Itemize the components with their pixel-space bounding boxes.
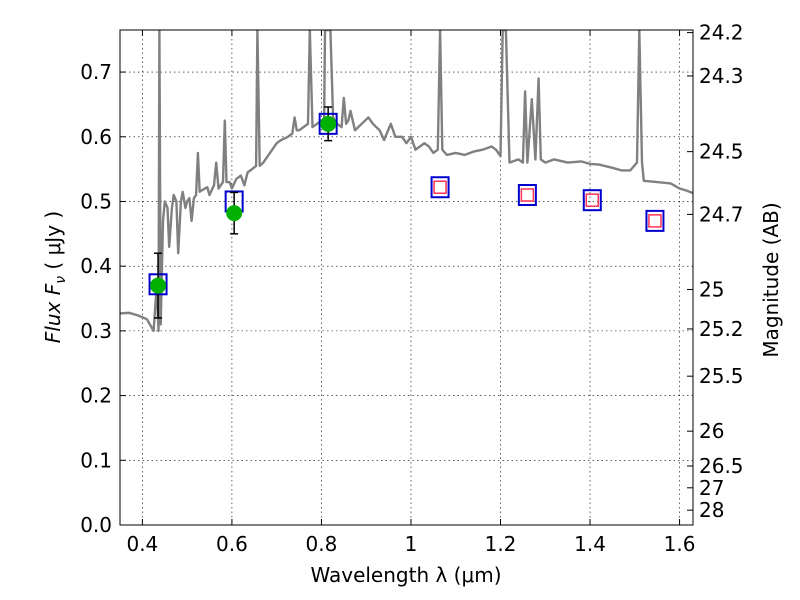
x-tick-label: 1 — [405, 532, 418, 556]
series-layer — [120, 30, 693, 333]
model-photometry-square — [430, 176, 450, 199]
mag-tick-label: 26 — [699, 419, 724, 443]
y-axis-label-main: Flux F — [41, 283, 65, 343]
model-photometry-square — [517, 184, 537, 206]
model-photometry-square — [582, 189, 602, 212]
x-axis-label: Wavelength λ (μm) — [310, 563, 501, 587]
mag-tick-label: 26.5 — [699, 454, 744, 478]
y-tick-label: 0.5 — [80, 189, 112, 213]
x-tick-label: 0.8 — [306, 532, 338, 556]
y-axis-label-sub: ν — [53, 276, 69, 284]
y-axis-left: 0.0 0.1 0.2 0.3 0.4 0.5 0.6 0.7 — [80, 60, 126, 537]
plot-frame — [119, 29, 694, 526]
right-axis-label: Magnitude (AB) — [759, 202, 783, 357]
x-tick-label: 1.6 — [664, 532, 696, 556]
y-axis-label-unit: ( μJy ) — [41, 211, 65, 276]
mag-tick-label: 25.5 — [699, 364, 744, 388]
y-tick-label: 0.6 — [80, 125, 112, 149]
x-tick-label: 1.4 — [574, 532, 606, 556]
mag-tick-label: 28 — [699, 498, 724, 522]
plot-background — [120, 30, 693, 525]
y-tick-label: 0.7 — [80, 60, 112, 84]
y-tick-label: 0.0 — [80, 513, 112, 537]
upper-limit-square — [648, 214, 662, 228]
x-tick-label: 0.6 — [216, 532, 248, 556]
upper-limit-square — [433, 180, 447, 194]
spectrum-line — [120, 30, 693, 333]
y-tick-label: 0.1 — [80, 448, 112, 472]
observed-flux-point — [320, 115, 337, 132]
mag-tick-label: 24.3 — [699, 64, 744, 88]
x-tick-label: 1.2 — [485, 532, 517, 556]
x-tick-label: 0.4 — [126, 532, 158, 556]
y-axis-label: Flux Fν ( μJy ) — [41, 211, 69, 343]
y-tick-label: 0.4 — [80, 254, 112, 278]
observed-flux-point — [150, 277, 167, 294]
upper-limit-square — [520, 188, 535, 202]
mag-tick-label: 24.5 — [699, 140, 744, 164]
y-tick-label: 0.3 — [80, 319, 112, 343]
observed-flux-point — [226, 205, 243, 222]
x-axis: 0.4 0.6 0.8 1 1.2 1.4 1.6 — [126, 30, 695, 556]
model-photometry-square — [645, 209, 665, 232]
mag-tick-label: 25.2 — [699, 317, 744, 341]
mag-tick-label: 27 — [699, 476, 724, 500]
mag-tick-label: 25 — [699, 277, 724, 301]
upper-limit-square — [585, 193, 600, 207]
mag-tick-label: 24.7 — [699, 202, 744, 226]
marker-layer — [148, 106, 665, 319]
mag-tick-label: 24.2 — [699, 21, 744, 45]
y-tick-label: 0.2 — [80, 384, 112, 408]
